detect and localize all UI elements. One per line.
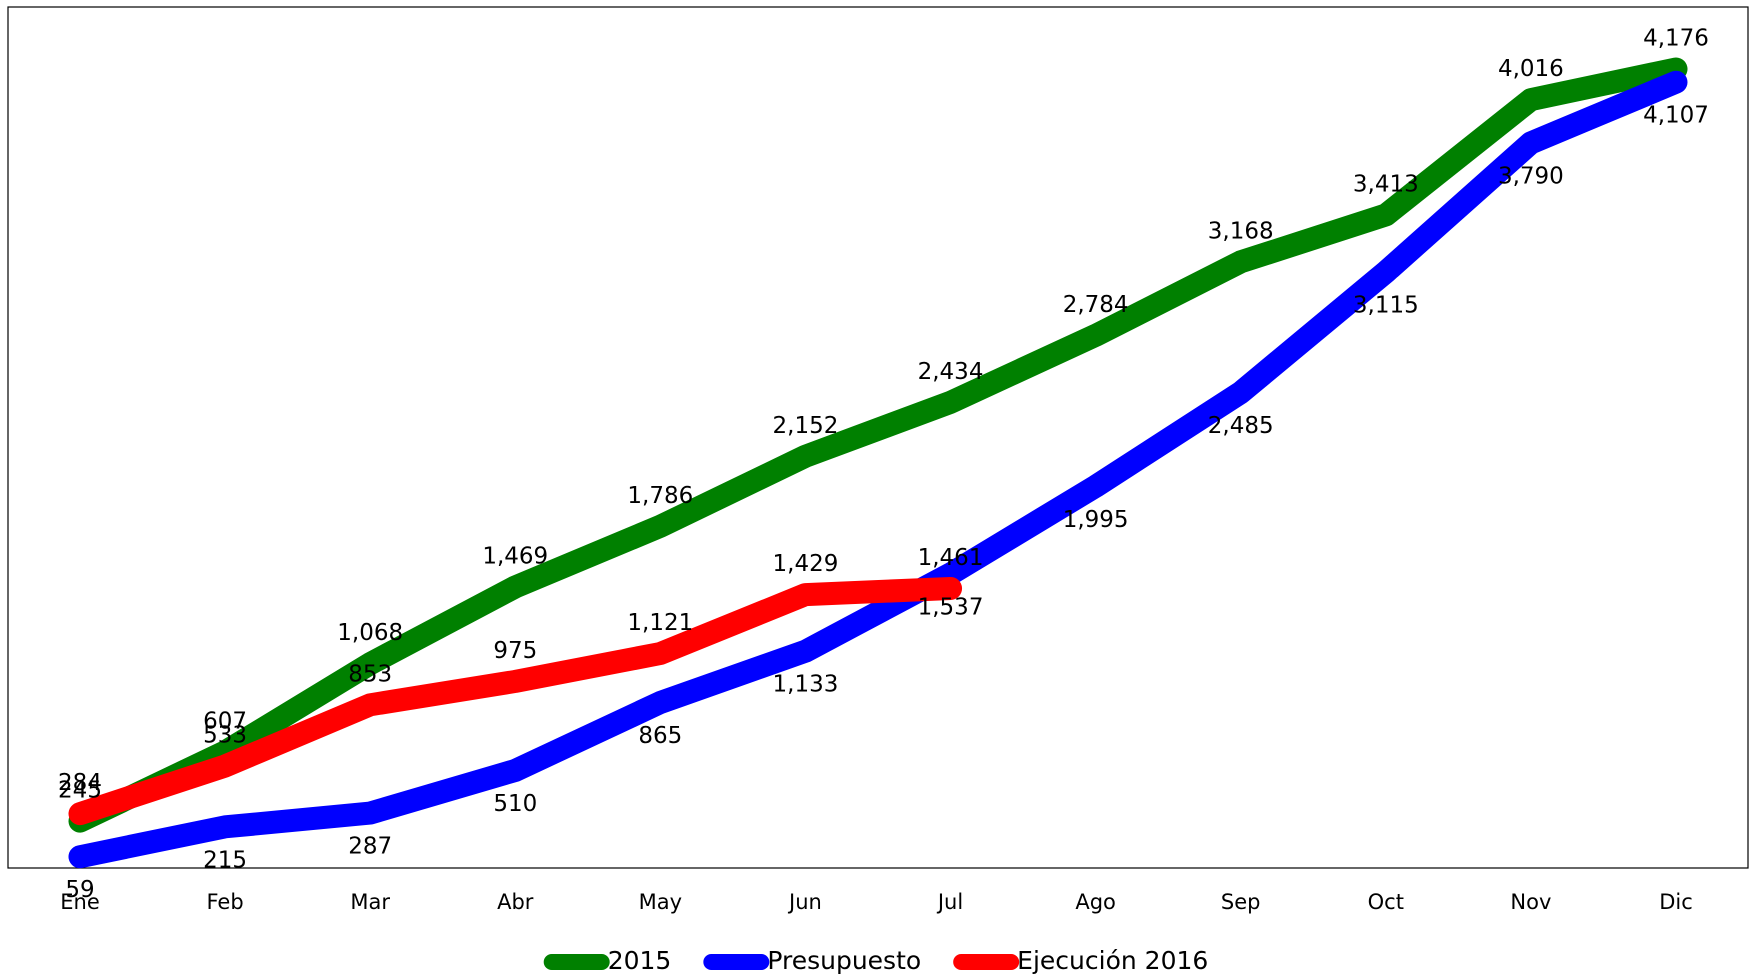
x-tick-label: Abr bbox=[497, 890, 534, 914]
data-label: 287 bbox=[348, 834, 392, 860]
x-tick-label: Dic bbox=[1659, 890, 1693, 914]
series-line bbox=[68, 70, 1688, 869]
data-label: 2,485 bbox=[1208, 413, 1274, 439]
data-label: 3,115 bbox=[1353, 292, 1419, 318]
x-tick-label: Oct bbox=[1368, 890, 1404, 914]
x-tick-label: Nov bbox=[1510, 890, 1551, 914]
data-label: 245 bbox=[58, 778, 102, 804]
data-label: 1,461 bbox=[918, 545, 984, 571]
data-label: 4,016 bbox=[1498, 56, 1564, 82]
legend-label: 2015 bbox=[608, 946, 672, 975]
data-label: 215 bbox=[203, 847, 247, 873]
data-label: 4,107 bbox=[1643, 103, 1709, 129]
data-label: 975 bbox=[493, 638, 537, 664]
data-label: 1,995 bbox=[1063, 507, 1129, 533]
series-line bbox=[68, 57, 1688, 833]
data-label: 1,429 bbox=[773, 551, 839, 577]
x-tick-label: Jun bbox=[787, 890, 822, 914]
data-label: 1,786 bbox=[627, 483, 693, 509]
legend-label: Ejecución 2016 bbox=[1017, 946, 1208, 975]
series-line bbox=[68, 576, 963, 826]
x-tick-label: Ago bbox=[1075, 890, 1116, 914]
x-tick-label: Ene bbox=[60, 890, 100, 914]
data-label: 59 bbox=[65, 877, 94, 903]
data-label: 533 bbox=[203, 723, 247, 749]
data-label: 607 bbox=[203, 708, 247, 734]
data-label: 1,121 bbox=[627, 610, 693, 636]
x-tick-label: Sep bbox=[1221, 890, 1261, 914]
data-label: 2,152 bbox=[773, 413, 839, 439]
data-label: 1,133 bbox=[773, 672, 839, 698]
data-label: 2,434 bbox=[918, 359, 984, 385]
data-label: 3,790 bbox=[1498, 163, 1564, 189]
data-label: 1,469 bbox=[482, 543, 548, 569]
data-label: 510 bbox=[493, 791, 537, 817]
data-label: 284 bbox=[58, 770, 102, 796]
data-label: 3,413 bbox=[1353, 171, 1419, 197]
data-label: 3,168 bbox=[1208, 218, 1274, 244]
data-label: 1,537 bbox=[918, 594, 984, 620]
data-label: 1,068 bbox=[337, 620, 403, 646]
x-tick-label: Feb bbox=[206, 890, 243, 914]
legend-label: Presupuesto bbox=[767, 946, 921, 975]
data-label: 853 bbox=[348, 661, 392, 687]
data-label: 865 bbox=[638, 723, 682, 749]
x-tick-label: May bbox=[639, 890, 682, 914]
plot-frame bbox=[7, 6, 1749, 869]
data-label: 4,176 bbox=[1643, 25, 1709, 51]
x-tick-label: Mar bbox=[350, 890, 390, 914]
x-tick-label: Jul bbox=[936, 890, 963, 914]
data-label: 2,784 bbox=[1063, 292, 1129, 318]
